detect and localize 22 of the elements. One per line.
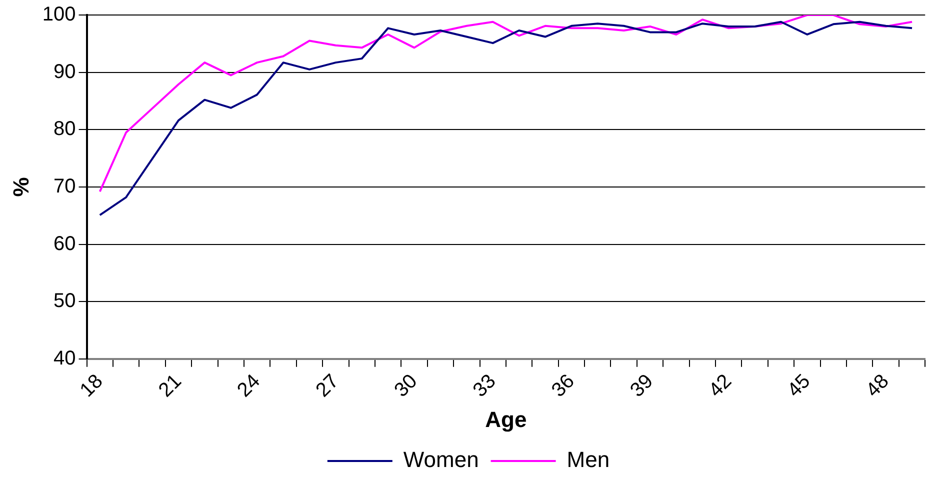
y-tick-label: 70 [54, 175, 76, 198]
y-axis-title: % [8, 177, 34, 197]
x-tick-label: 33 [468, 370, 500, 402]
x-tick-label: 18 [76, 370, 108, 402]
x-axis-title: Age [485, 406, 527, 432]
x-tick-label: 24 [233, 370, 264, 402]
x-tick-label: 36 [548, 370, 579, 402]
x-tick-label: 21 [154, 370, 186, 402]
y-tick-label: 50 [54, 290, 76, 312]
y-tick-label: 40 [54, 347, 76, 370]
y-tick-label: 80 [54, 118, 76, 140]
x-tick-label: 45 [783, 370, 815, 402]
x-tick-label: 27 [312, 370, 344, 402]
y-tick-label: 90 [54, 60, 76, 83]
legend-label: Men [566, 447, 610, 472]
legend-label: Women [403, 447, 479, 472]
x-tick-label: 39 [626, 370, 658, 402]
x-tick-label: 48 [862, 370, 894, 402]
y-tick-label: 60 [54, 232, 76, 255]
y-tick-label: 100 [42, 4, 76, 26]
x-tick-label: 30 [390, 370, 422, 402]
x-tick-label: 42 [704, 370, 736, 402]
